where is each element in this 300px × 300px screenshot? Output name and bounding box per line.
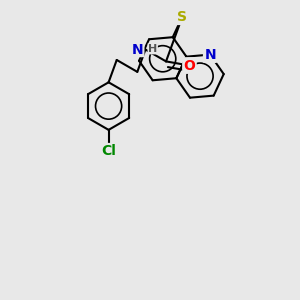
Text: O: O xyxy=(184,58,195,73)
Text: N: N xyxy=(132,43,144,56)
Text: N: N xyxy=(204,48,216,62)
Text: Cl: Cl xyxy=(101,144,116,158)
Text: S: S xyxy=(177,10,187,24)
Text: H: H xyxy=(148,44,157,54)
